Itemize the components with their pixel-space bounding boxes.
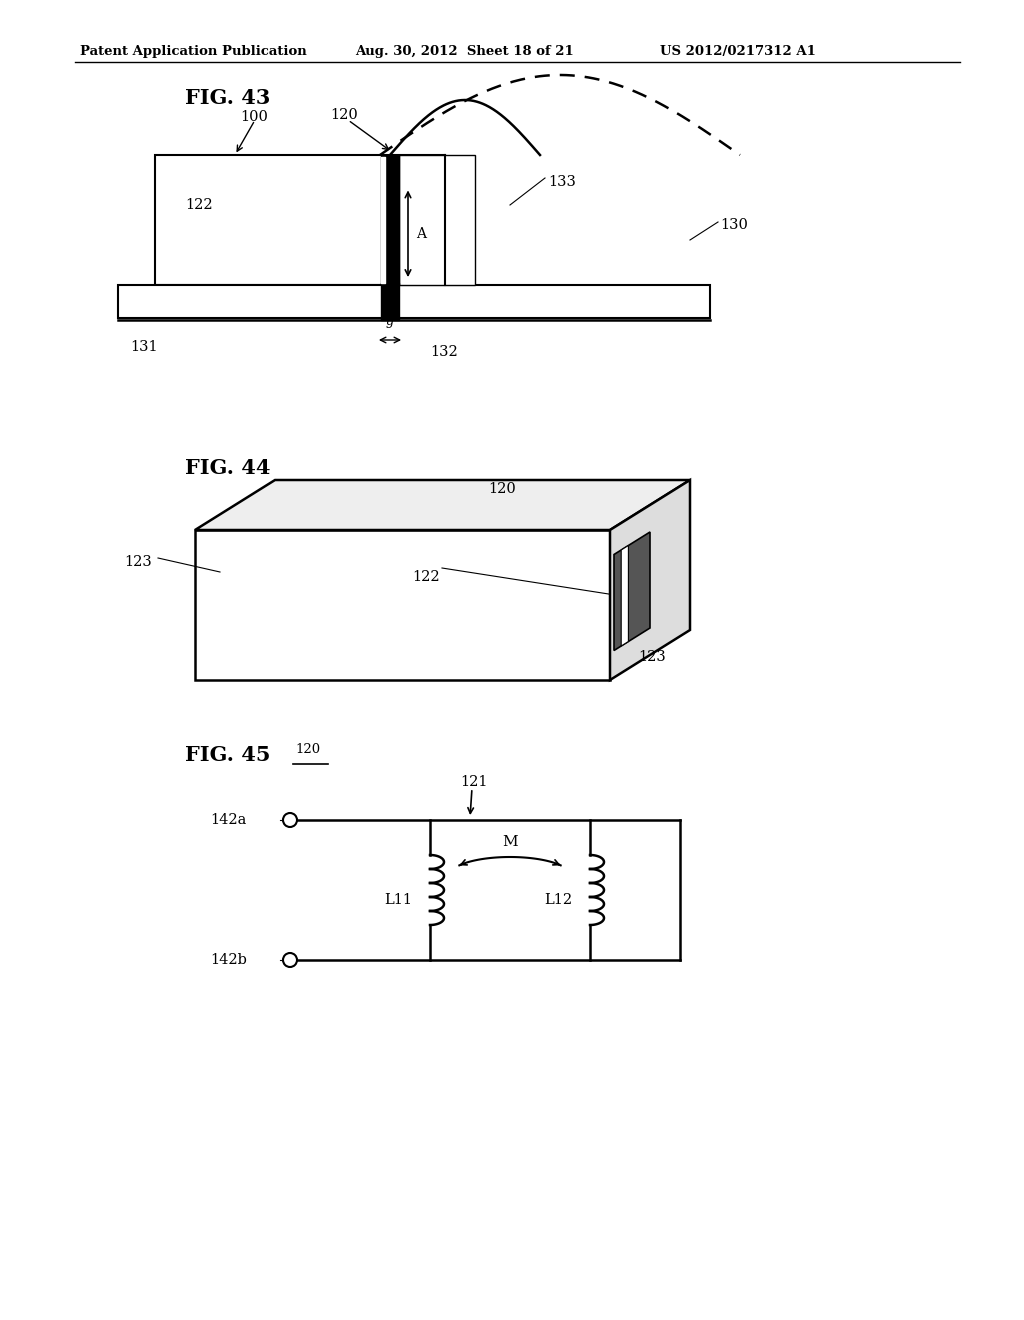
Text: L12: L12 [544,894,572,907]
Polygon shape [622,545,629,645]
Text: 142b: 142b [210,953,247,968]
Text: Aug. 30, 2012  Sheet 18 of 21: Aug. 30, 2012 Sheet 18 of 21 [355,45,573,58]
Text: FIG. 45: FIG. 45 [185,744,270,766]
Polygon shape [118,285,710,318]
Text: 130: 130 [720,218,748,232]
Polygon shape [610,480,690,680]
Circle shape [283,813,297,828]
Text: 122: 122 [413,570,440,583]
Text: 120: 120 [330,108,357,121]
Text: 122: 122 [185,198,213,213]
Text: M: M [502,836,518,849]
Polygon shape [195,480,690,531]
Text: 120: 120 [295,743,321,756]
Text: 121: 121 [460,775,487,789]
Text: g: g [386,315,394,327]
Text: 133: 133 [548,176,575,189]
Text: FIG. 43: FIG. 43 [185,88,270,108]
Text: L11: L11 [384,894,412,907]
Polygon shape [399,154,475,285]
Text: 142a: 142a [210,813,247,828]
Text: FIG. 44: FIG. 44 [185,458,270,478]
Text: 100: 100 [240,110,268,124]
Text: Patent Application Publication: Patent Application Publication [80,45,307,58]
Text: US 2012/0217312 A1: US 2012/0217312 A1 [660,45,816,58]
Circle shape [283,953,297,968]
Text: 120: 120 [488,482,516,496]
Text: A: A [416,227,426,240]
Polygon shape [614,532,650,651]
Text: 131: 131 [130,341,158,354]
Polygon shape [195,531,610,680]
Text: 132: 132 [430,345,458,359]
Text: 123: 123 [124,554,152,569]
Polygon shape [155,154,445,285]
Text: 123: 123 [638,649,666,664]
